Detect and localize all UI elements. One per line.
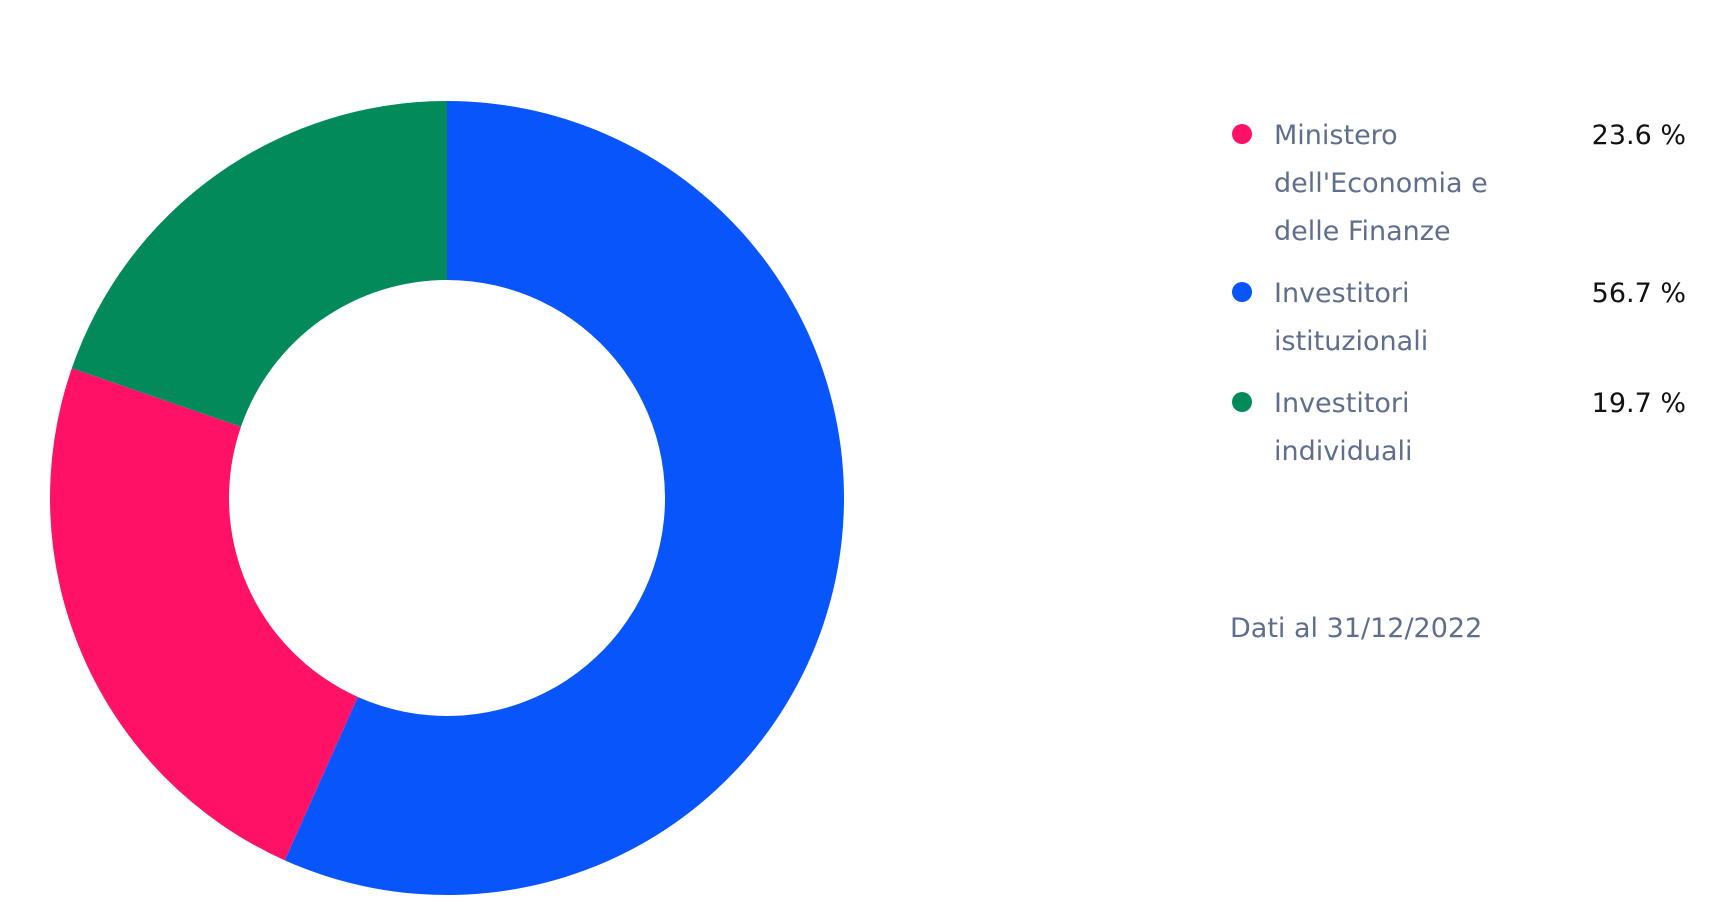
legend-item: Investitori individuali 19.7 % bbox=[1230, 380, 1690, 476]
legend-item: Ministero dell'Economia e delle Finanze 2… bbox=[1230, 112, 1690, 256]
legend-label: Investitori istituzionali bbox=[1274, 278, 1429, 357]
legend: Ministero dell'Economia e delle Finanze 2… bbox=[1230, 112, 1690, 476]
legend-marker bbox=[1232, 392, 1252, 412]
legend-item: Investitori istituzionali 56.7 % bbox=[1230, 270, 1690, 366]
donut-segment bbox=[50, 368, 358, 861]
legend-value: 56.7 % bbox=[1591, 278, 1686, 309]
donut-segment bbox=[284, 101, 845, 896]
donut-chart bbox=[50, 101, 845, 896]
legend-label: Ministero dell'Economia e delle Finanze bbox=[1274, 120, 1488, 247]
legend-value: 23.6 % bbox=[1591, 120, 1686, 151]
legend-marker bbox=[1232, 124, 1252, 144]
legend-marker bbox=[1232, 282, 1252, 302]
legend-value: 19.7 % bbox=[1591, 388, 1686, 419]
footnote: Dati al 31/12/2022 bbox=[1230, 613, 1483, 644]
donut-segment bbox=[71, 101, 447, 427]
legend-label: Investitori individuali bbox=[1274, 388, 1413, 467]
